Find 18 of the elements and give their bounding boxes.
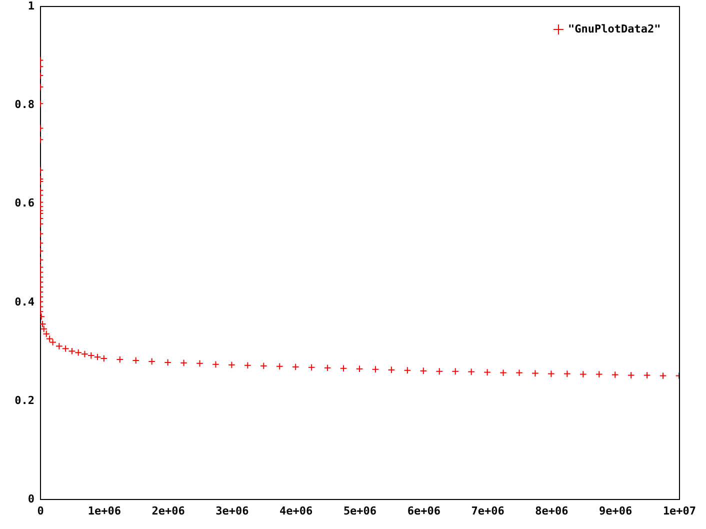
x-tick-label: 9e+06	[599, 504, 633, 518]
y-tick-label: 0.6	[14, 196, 35, 210]
y-tick-label: 0.8	[14, 98, 34, 112]
x-tick-label: 0	[37, 504, 44, 518]
x-tick-label: 6e+06	[407, 504, 441, 518]
y-tick-label: 0	[28, 492, 34, 506]
x-tick-label: 7e+06	[471, 504, 505, 518]
x-tick-label: 3e+06	[216, 504, 250, 518]
x-tick-label: 1e+07	[662, 504, 696, 518]
x-tick-label: 5e+06	[343, 504, 377, 518]
y-tick-label: 1	[28, 0, 35, 12]
x-tick-label: 8e+06	[535, 504, 569, 518]
y-tick-label: 0.2	[14, 394, 34, 407]
x-tick-label: 2e+06	[152, 504, 186, 518]
x-tick-label: 1e+06	[88, 504, 122, 518]
x-tick-label: 4e+06	[280, 504, 314, 518]
y-tick-label: 0.4	[14, 295, 35, 308]
legend-label: "GnuPlotData2"	[568, 22, 661, 36]
